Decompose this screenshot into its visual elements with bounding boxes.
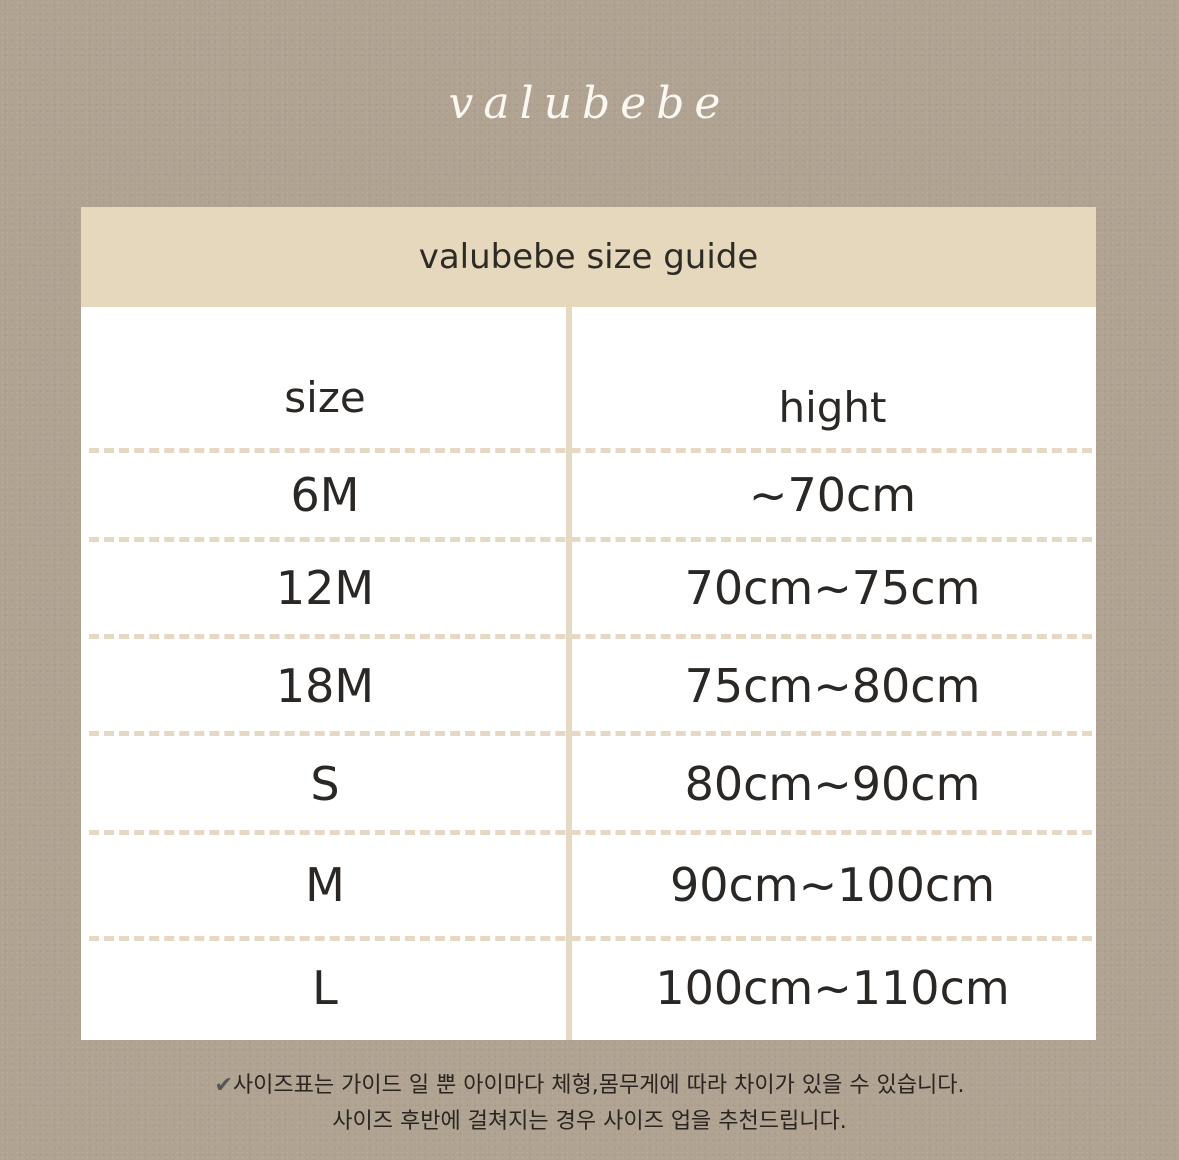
- table-row: S 80cm~90cm: [81, 734, 1096, 834]
- size-notes: ✔사이즈표는 가이드 일 뿐 아이마다 체형,몸무게에 따라 차이가 있을 수 …: [0, 1068, 1179, 1140]
- row-divider: [89, 448, 1092, 453]
- table-row: M 90cm~100cm: [81, 833, 1096, 937]
- column-header-height: hight: [778, 382, 887, 432]
- row-divider: [89, 936, 1092, 941]
- height-cell: 80cm~90cm: [684, 757, 981, 811]
- row-divider: [89, 537, 1092, 542]
- height-cell: 90cm~100cm: [669, 858, 996, 912]
- table-row: L 100cm~110cm: [81, 939, 1096, 1037]
- height-cell: ~70cm: [748, 468, 917, 522]
- size-guide-table: valubebe size guide size hight 6M ~70cm …: [81, 207, 1096, 1040]
- size-cell: M: [305, 858, 345, 912]
- size-cell: S: [310, 757, 340, 811]
- column-header-size: size: [284, 372, 366, 422]
- height-cell: 70cm~75cm: [684, 560, 981, 615]
- size-cell: 18M: [275, 658, 375, 713]
- size-cell: L: [312, 961, 338, 1015]
- row-divider: [89, 731, 1092, 736]
- table-row: 12M 70cm~75cm: [81, 540, 1096, 635]
- brand-logo: valubebe: [448, 78, 731, 129]
- row-divider: [89, 830, 1092, 835]
- table-title: valubebe size guide: [81, 207, 1096, 307]
- height-cell: 100cm~110cm: [655, 961, 1010, 1015]
- table-row: 18M 75cm~80cm: [81, 637, 1096, 734]
- checkmark-icon: ✔: [214, 1073, 233, 1098]
- row-divider: [89, 634, 1092, 639]
- size-cell: 12M: [275, 560, 375, 615]
- table-header-row: size hight: [81, 347, 1096, 447]
- column-divider: [566, 307, 572, 1040]
- height-cell: 75cm~80cm: [684, 658, 981, 713]
- note-line: 사이즈 후반에 걸쳐지는 경우 사이즈 업을 추천드립니다.: [332, 1109, 847, 1134]
- note-line: 사이즈표는 가이드 일 뿐 아이마다 체형,몸무게에 따라 차이가 있을 수 있…: [232, 1073, 965, 1098]
- size-cell: 6M: [290, 468, 360, 522]
- table-row: 6M ~70cm: [81, 450, 1096, 540]
